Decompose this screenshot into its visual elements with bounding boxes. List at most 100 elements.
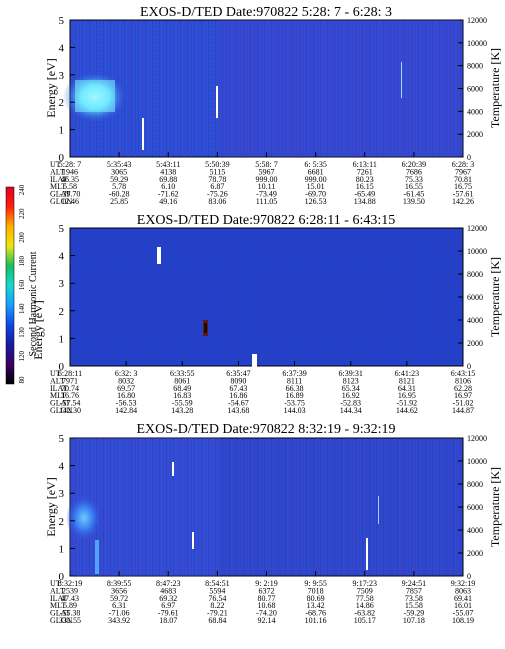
panel-2-ytick-label: 0 [59, 361, 65, 373]
panel-2-y2tick-label: 4000 [467, 316, 483, 325]
panel-2-table-cell: 16.95 [398, 391, 416, 400]
panel-3-band-tail [95, 540, 99, 574]
panel-3-table-cell: 4683 [160, 586, 176, 595]
panel-2-table-cell: 143.68 [227, 406, 249, 415]
panel-2-title: EXOS-D/TED Date:970822 6:28:11 - 6:43:15 [137, 213, 395, 228]
panel-1-table-cell: 4138 [160, 167, 176, 176]
colorbar: Second Harmonic Current 80 120 130 140 160 18… [5, 184, 39, 385]
panel-3-y2tick-label: 2000 [467, 549, 483, 558]
panel-3-y2tick-label: 8000 [467, 480, 483, 489]
panel-1-right-shade [220, 20, 463, 157]
panel-1-y2tick-label: 10000 [467, 39, 487, 48]
panel-2-table-cell: 66.38 [286, 384, 304, 393]
panel-3-table-cell: 16.01 [454, 601, 472, 610]
panel-1-table-cell: -60.28 [109, 190, 130, 199]
panel-3-ytick-label: 0 [59, 571, 65, 583]
panel-2-ytick-label: 5 [59, 223, 65, 235]
panel-3-y2tick-label: 12000 [467, 434, 487, 443]
panel-3-ytick-label: 5 [59, 433, 65, 445]
panel-3-table-cell: 9: 2:19 [255, 579, 277, 588]
panel-1-table-label: GLAT [50, 190, 71, 199]
panel-2-table-cell: 6:33:55 [170, 369, 194, 378]
panel-1-table-cell: -69.70 [305, 190, 326, 199]
panel-2-ylabel: Energy [eV] [31, 300, 45, 359]
panel-3-table-cell: 6372 [259, 586, 275, 595]
panel-2-table-cell: 64.31 [398, 384, 416, 393]
panel-2-table-cell: 65.34 [342, 384, 360, 393]
panel-1-table-cell: 111.05 [256, 197, 277, 206]
panel-1-table-cell: 999.00 [305, 175, 327, 184]
panel-2-table-cell: 8123 [343, 376, 359, 385]
panel-1-table-cell: 16.55 [405, 182, 423, 191]
panel-1-table-cell: 5:58: 7 [255, 160, 277, 169]
panel-3-streak-3 [366, 538, 368, 570]
panel-2-table-cell: -57.54 [60, 399, 81, 408]
panel-1-ytick-label: 4 [59, 42, 65, 54]
panel-2-table-cell: 16.76 [61, 391, 79, 400]
panel-1-ytick-label: 0 [59, 152, 65, 164]
panel-3-table-cell: 7857 [406, 586, 422, 595]
panel-2-table-cell: 16.86 [229, 391, 247, 400]
panel-1-table-cell: 6:28: 3 [452, 160, 474, 169]
colorbar-tick-label: 140 [18, 303, 26, 314]
panel-1-table-cell: 5:50:39 [205, 160, 229, 169]
panel-1-table-cell: 80.23 [356, 175, 374, 184]
panel-3-table-label: GLON [50, 616, 72, 625]
panel-3-table-cell: 92.14 [258, 616, 276, 625]
panel-3-title: EXOS-D/TED Date:970822 8:32:19 - 9:32:19 [137, 422, 396, 437]
panel-3-table-cell: -79.21 [207, 609, 228, 618]
panel-3-table-cell: 8:39:55 [107, 579, 131, 588]
panel-2-table-cell: -56.53 [116, 399, 137, 408]
panel-2-table-cell: 8121 [399, 376, 415, 385]
panel-3-table-label: UT [50, 579, 61, 588]
panel-1-table-cell: 78.78 [208, 175, 226, 184]
panel-1-table-cell: 5115 [210, 167, 226, 176]
panel-1-table-cell: 139.50 [403, 197, 425, 206]
panel-1-table-cell: -39.70 [60, 190, 81, 199]
panel-1-table-cell: 6: 5:35 [304, 160, 326, 169]
panel-2-table-cell: 144.03 [284, 406, 306, 415]
panel-2-table-cell: 16.89 [286, 391, 304, 400]
panel-3-table-cell: 47.43 [61, 594, 79, 603]
panel-2-yaxis: Energy [eV] Temperature [K] [31, 257, 502, 360]
panel-2-y2tick-label: 0 [467, 362, 471, 371]
panel-3-ytick-label: 1 [59, 543, 65, 555]
panel-3-table-cell: -68.76 [305, 609, 326, 618]
panel-2-table-cell: -54.67 [228, 399, 249, 408]
panel-3-table-cell: 15.58 [405, 601, 423, 610]
panel-1-table-cell: 69.88 [159, 175, 177, 184]
panel-1-ytick-label: 3 [59, 70, 65, 82]
panel-3-table-cell: 59.72 [110, 594, 128, 603]
panel-1-table-cell: 999.00 [256, 175, 278, 184]
panel-2-table-cell: -51.02 [453, 399, 474, 408]
panel-3-table-cell: 9:32:19 [451, 579, 475, 588]
panel-2-table-cell: 6:32: 3 [115, 369, 137, 378]
panel-3-table-cell: 108.19 [452, 616, 474, 625]
panel-1-table-cell: 5.58 [63, 182, 77, 191]
panel-1: EXOS-D/TED Date:970822 5:28: 7 - 6:28: 3… [44, 5, 502, 206]
panel-3-table-cell: 10.68 [258, 601, 276, 610]
panel-1-table-cell: 3065 [111, 167, 127, 176]
panel-1-table-cell: -73.49 [256, 190, 277, 199]
panel-3-table-cell: 69.32 [159, 594, 177, 603]
panel-1-table-cell: -75.26 [207, 190, 228, 199]
panel-1-y2tick-label: 2000 [467, 130, 483, 139]
panel-3-table-cell: 101.16 [305, 616, 327, 625]
panel-1-table-cell: 7686 [406, 167, 422, 176]
panel-3-table-cell: 73.58 [405, 594, 423, 603]
panel-3-table-cell: -55.07 [453, 609, 474, 618]
colorbar-tick-label: 180 [18, 256, 26, 267]
panel-2-y2tick-label: 2000 [467, 339, 483, 348]
colorbar-tick-label: 130 [18, 327, 26, 338]
panel-2-table-cell: 6:41:23 [395, 369, 419, 378]
panel-1-table-cell: 49.16 [159, 197, 177, 206]
panel-1-table-cell: 10.11 [258, 182, 276, 191]
panel-2-table-cell: 8106 [455, 376, 471, 385]
panel-2-table-cell: 70.74 [61, 384, 79, 393]
panel-3-streak-1 [172, 462, 174, 476]
panel-2-table-cell: 6:37:39 [282, 369, 306, 378]
panel-1-table-label: UT [50, 160, 61, 169]
panel-2-table-cell: 6:39:31 [338, 369, 362, 378]
panel-2-table-label: GLON [50, 406, 72, 415]
